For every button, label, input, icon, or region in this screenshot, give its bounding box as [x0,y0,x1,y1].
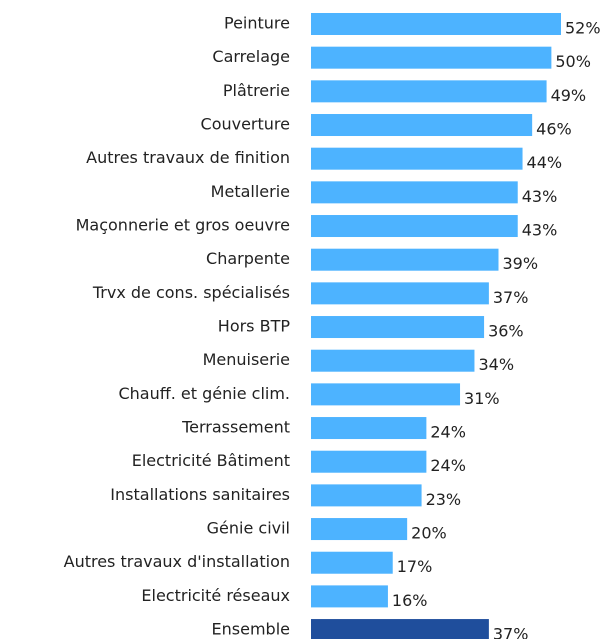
category-label: Installations sanitaires [110,485,290,504]
bar [311,181,518,204]
category-label: Plâtrerie [223,81,290,100]
value-label: 36% [488,322,524,341]
bar [311,80,547,103]
value-label: 16% [392,591,428,610]
value-label: 17% [397,557,433,576]
value-label: 46% [536,120,572,139]
bar [311,13,561,35]
category-label: Couverture [201,115,290,134]
value-label: 31% [464,389,500,408]
value-label: 44% [527,153,563,172]
bar [311,248,499,271]
bar [311,316,485,339]
value-label: 43% [522,187,558,206]
bar [311,349,475,372]
bar [311,484,422,507]
value-label: 24% [430,456,466,475]
category-label: Charpente [206,249,290,268]
bar [311,147,523,170]
category-label: Autres travaux de finition [86,148,290,167]
bar [311,215,518,238]
value-label: 23% [426,490,462,509]
category-label: Carrelage [212,47,290,66]
bar [311,551,393,574]
bar [311,518,408,541]
value-label: 39% [503,254,539,273]
bar [311,417,427,440]
category-label: Metallerie [211,182,290,201]
category-label: Electricité Bâtiment [132,451,290,470]
value-label: 52% [565,19,601,38]
category-label: Hors BTP [218,317,291,336]
value-label: 50% [555,52,591,71]
category-label: Autres travaux d'installation [64,552,290,571]
category-label: Chauff. et génie clim. [118,384,290,403]
value-label: 43% [522,221,558,240]
category-label: Ensemble [212,620,290,639]
category-label: Trvx de cons. spécialisés [92,283,290,302]
bar [311,450,427,473]
value-label: 37% [493,288,529,307]
value-label: 24% [430,423,466,442]
bar [311,585,388,608]
value-label: 34% [478,355,514,374]
value-label: 49% [551,86,587,105]
bar [311,282,489,305]
category-label: Terrassement [181,418,290,437]
category-label: Menuiserie [203,350,290,369]
value-label: 37% [493,625,529,639]
bar [311,114,533,137]
bar [311,46,552,69]
value-label: 20% [411,524,447,543]
category-label: Génie civil [207,519,290,538]
category-label: Peinture [224,14,290,33]
bar [311,383,461,406]
category-label: Electricité réseaux [141,586,290,605]
bar [311,619,489,639]
category-label: Maçonnerie et gros oeuvre [76,216,290,235]
